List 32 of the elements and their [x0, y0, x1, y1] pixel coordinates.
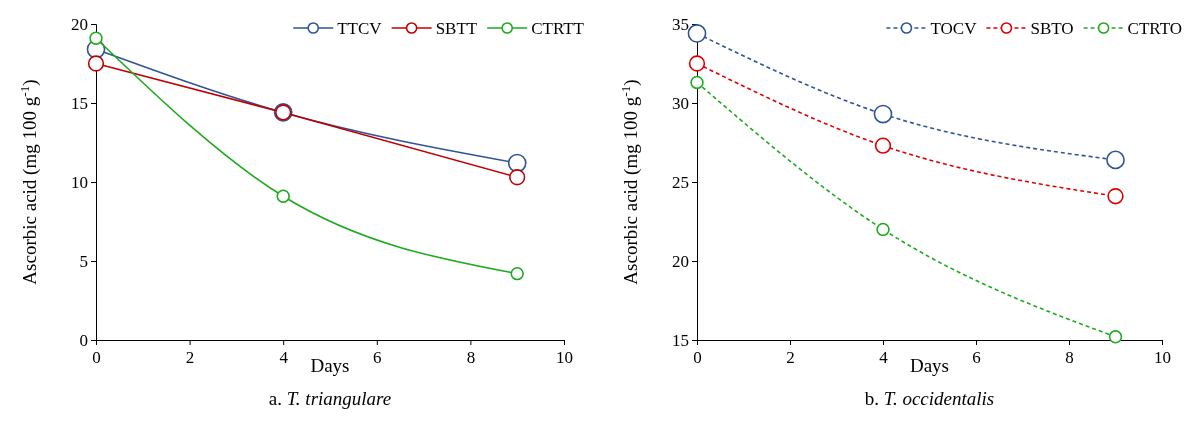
- text: a. T. triangulare: [268, 388, 392, 409]
- y-tick-label: 25: [672, 172, 689, 192]
- y-tick-label: 5: [79, 251, 88, 271]
- text: b. T. occidentalis: [864, 388, 995, 409]
- x-tick-label: 0: [693, 348, 702, 368]
- y-tick-label: 10: [71, 172, 88, 192]
- x-tick-label: 4: [279, 348, 289, 368]
- y-tick-label: 35: [672, 14, 689, 34]
- y-tick-label: 30: [672, 93, 689, 113]
- legend-label: TOCV: [930, 18, 978, 38]
- x-tick-label: 6: [373, 348, 382, 368]
- x-tick-label: 10: [1154, 348, 1171, 368]
- y-tick-label: 20: [71, 14, 88, 34]
- x-tick-label: 2: [786, 348, 795, 368]
- legend-label: SBTT: [435, 18, 478, 38]
- x-axis-title: Days: [310, 355, 350, 376]
- y-tick-label: 15: [672, 330, 689, 350]
- y-tick-label: 15: [71, 93, 88, 113]
- x-tick-label: 8: [1065, 348, 1074, 368]
- y-tick-label: 0: [79, 330, 88, 350]
- x-tick-label: 8: [466, 348, 476, 368]
- legend-label: CTRTT: [531, 18, 585, 38]
- legend-label: TTCV: [337, 18, 383, 38]
- x-tick-label: 6: [972, 348, 981, 368]
- legend-label: CTRTO: [1127, 18, 1182, 38]
- legend-label: SBTO: [1030, 18, 1074, 38]
- x-tick-label: 10: [556, 348, 573, 368]
- x-tick-label: 2: [185, 348, 195, 368]
- x-tick-label: 4: [879, 348, 889, 368]
- x-tick-label: 0: [92, 348, 101, 368]
- y-tick-label: 20: [672, 251, 689, 271]
- x-axis-title: Days: [909, 355, 950, 376]
